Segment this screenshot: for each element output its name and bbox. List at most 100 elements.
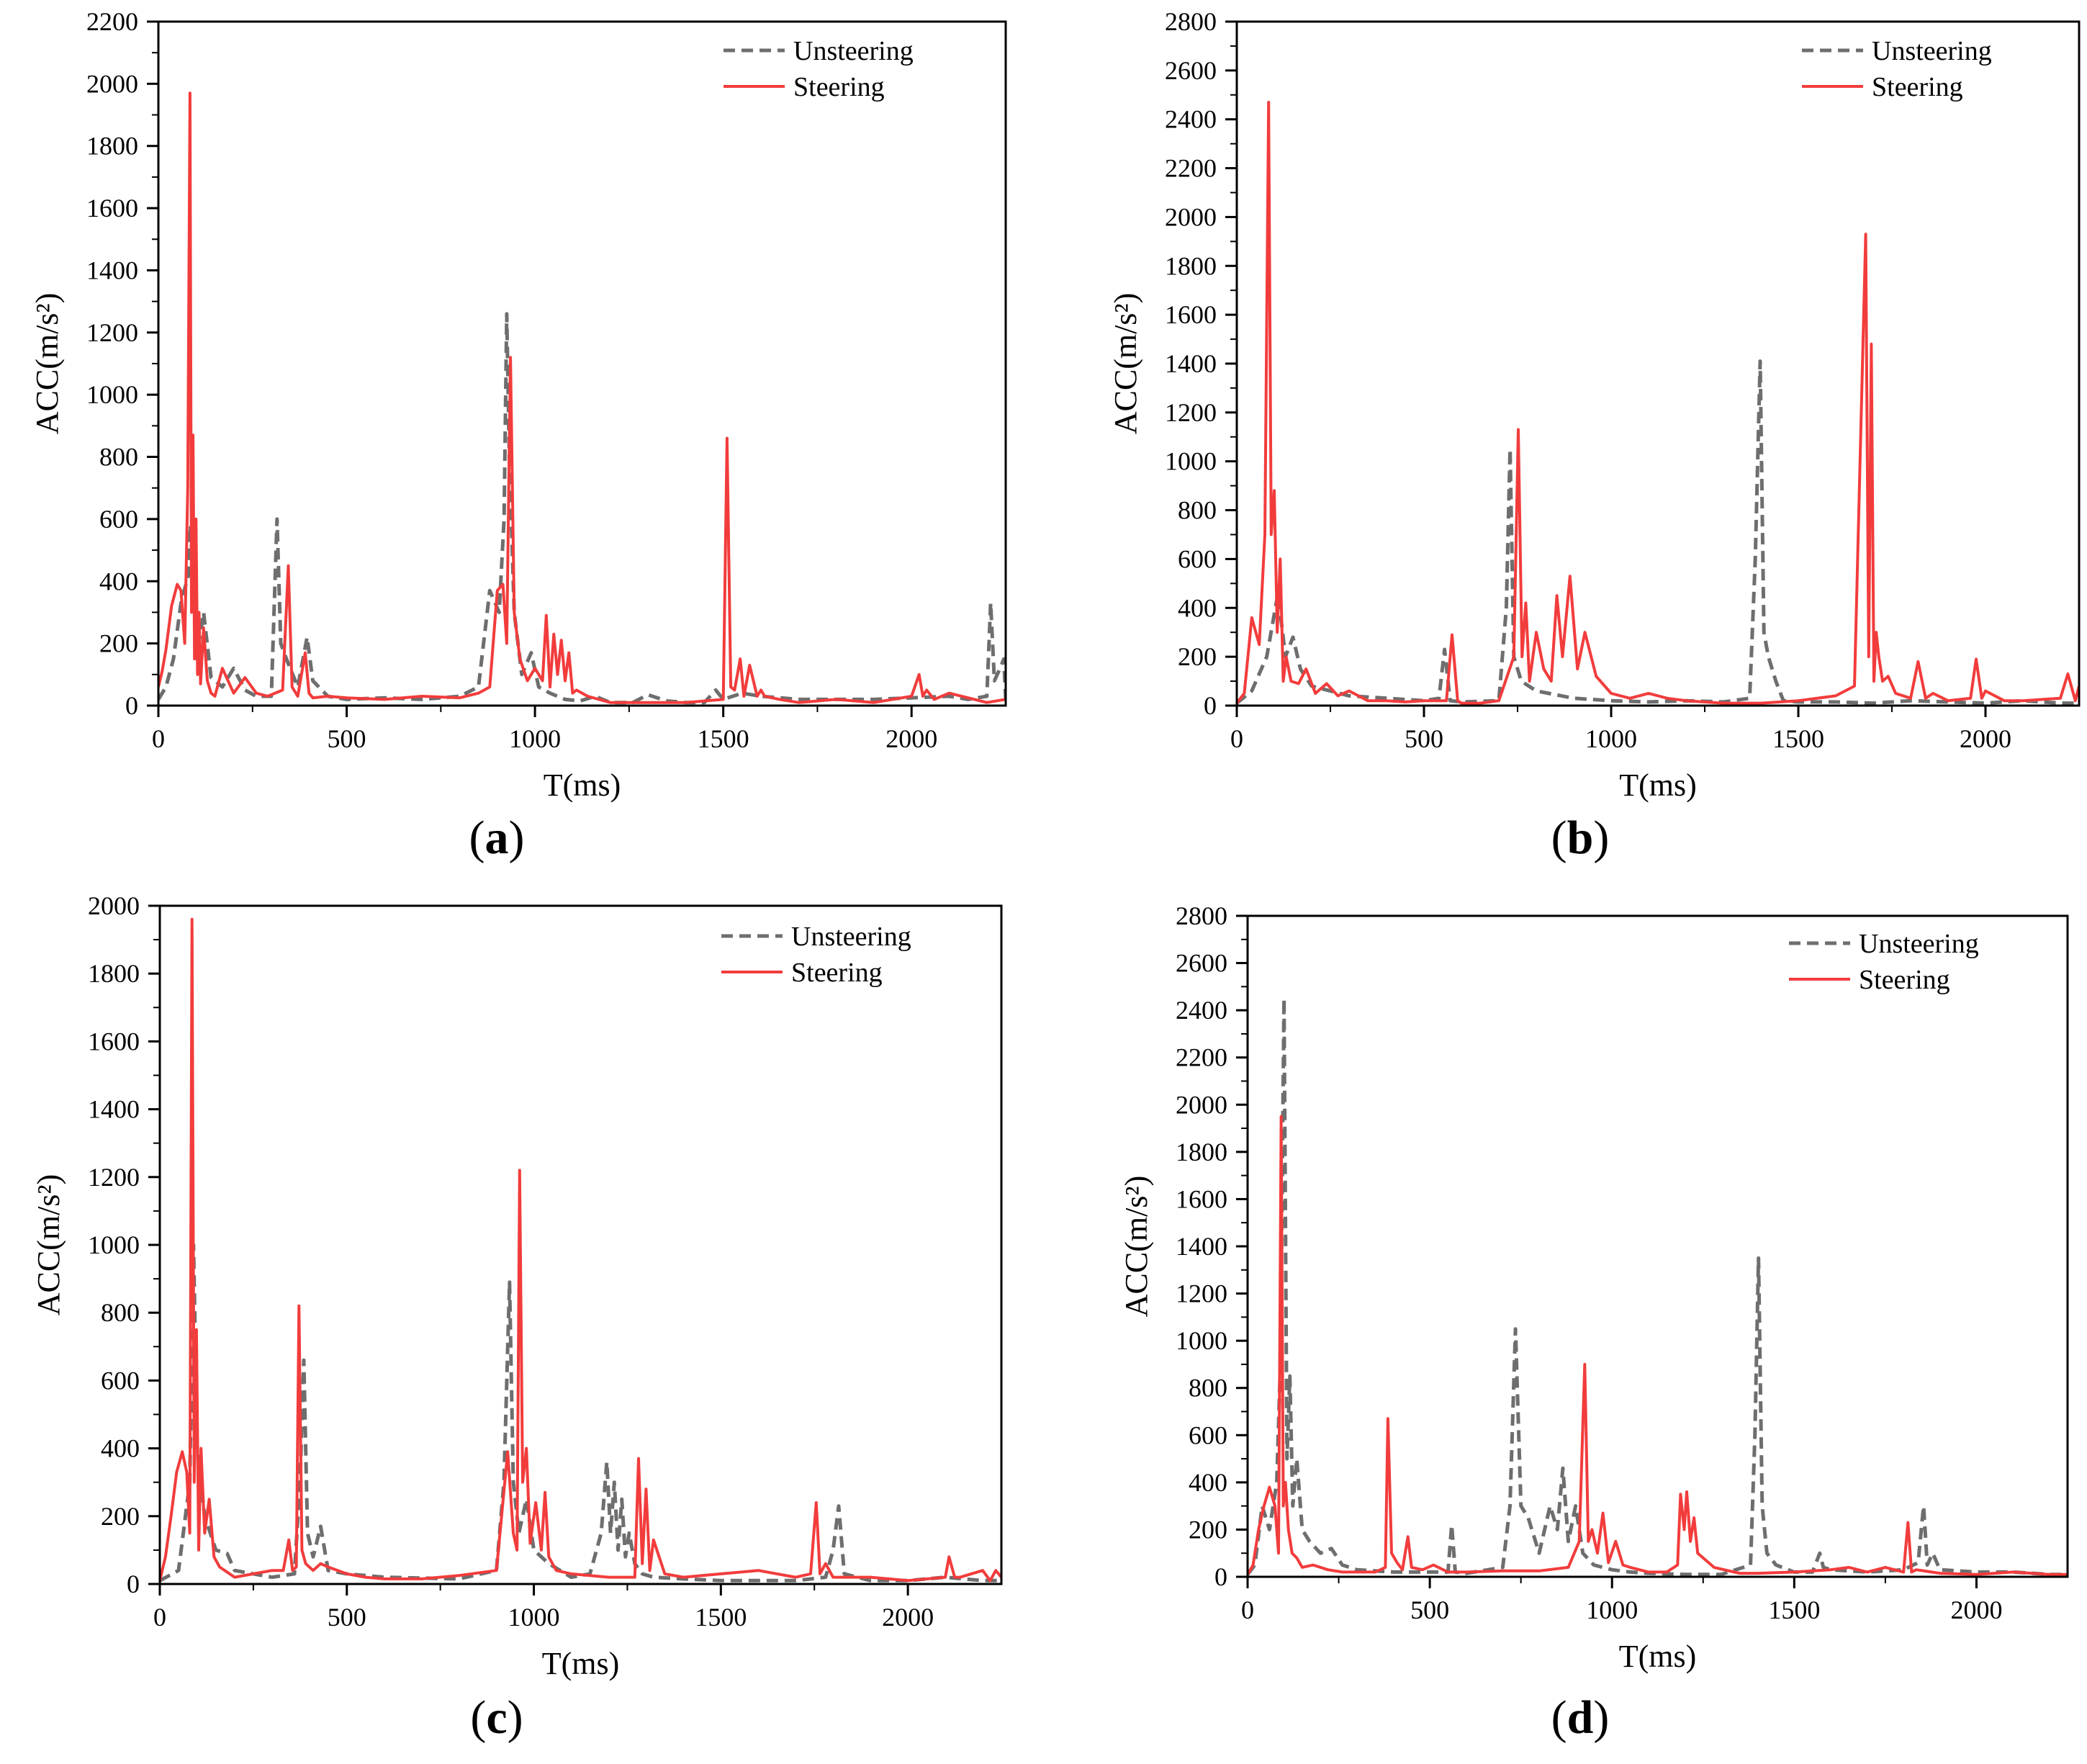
y-tick-label: 1600 bbox=[88, 1027, 140, 1056]
x-tick-label: 0 bbox=[1230, 724, 1243, 753]
series-line-steering bbox=[158, 91, 1006, 704]
y-tick-label: 1400 bbox=[86, 256, 138, 284]
plot-area bbox=[160, 917, 1001, 1583]
legend-label-steering: Steering bbox=[1859, 965, 1950, 995]
x-tick-label: 1000 bbox=[1586, 1596, 1638, 1624]
panel-b: 0 200 400 600 800 1000 1200 1400 1600 1800 2000 220… bbox=[1108, 7, 2081, 864]
y-tick-label: 1600 bbox=[1176, 1184, 1227, 1213]
axes-frame bbox=[1235, 20, 2081, 707]
y-tick-label: 800 bbox=[99, 443, 138, 472]
y-tick-label: 2200 bbox=[1176, 1043, 1227, 1072]
x-tick-label: 2000 bbox=[1960, 724, 2011, 753]
y-tick-label: 600 bbox=[99, 505, 138, 534]
y-axis-title: ACC(m/s²) bbox=[1119, 1176, 1154, 1318]
y-tick-label: 1200 bbox=[1165, 398, 1217, 427]
x-axis-title: T(ms) bbox=[542, 1646, 620, 1681]
legend: Unsteering Steering bbox=[724, 36, 914, 102]
y-tick-label: 400 bbox=[101, 1434, 140, 1463]
y-tick-label: 2000 bbox=[86, 69, 138, 98]
x-tick-label: 1000 bbox=[509, 724, 561, 753]
y-tick-label: 0 bbox=[125, 691, 138, 720]
y-tick-label: 2000 bbox=[88, 891, 140, 920]
y-tick-label: 2800 bbox=[1176, 901, 1227, 930]
x-axis-title: T(ms) bbox=[1619, 768, 1697, 803]
series-line-steering bbox=[1248, 1115, 2068, 1576]
plot-area bbox=[1237, 101, 2079, 706]
y-tick-label: 2600 bbox=[1165, 56, 1217, 85]
x-tick-label: 500 bbox=[1410, 1596, 1449, 1624]
legend-label-unsteering: Unsteering bbox=[1872, 36, 1992, 66]
x-tick-label: 500 bbox=[328, 724, 366, 753]
series-line-unsteering bbox=[160, 1243, 1001, 1583]
x-tick-label: 0 bbox=[1241, 1596, 1254, 1624]
x-tick-label: 2000 bbox=[885, 724, 937, 753]
panel-label: (b) bbox=[1551, 811, 1610, 864]
x-tick-label: 2000 bbox=[882, 1603, 934, 1632]
legend-label-unsteering: Unsteering bbox=[791, 922, 911, 952]
legend-label-steering: Steering bbox=[793, 72, 885, 102]
y-tick-label: 800 bbox=[101, 1298, 140, 1327]
y-tick-label: 800 bbox=[1189, 1374, 1227, 1403]
panel-label: (a) bbox=[469, 811, 525, 864]
y-tick-label: 2600 bbox=[1176, 949, 1227, 978]
x-tick-label: 1500 bbox=[695, 1603, 747, 1632]
y-axis-title: ACC(m/s²) bbox=[30, 293, 65, 435]
panel-label: (c) bbox=[470, 1691, 523, 1744]
x-tick-label: 1000 bbox=[508, 1603, 560, 1632]
y-tick-label: 800 bbox=[1178, 496, 1217, 525]
y-tick-label: 2000 bbox=[1165, 202, 1217, 231]
panel-label: (d) bbox=[1551, 1691, 1610, 1744]
legend: Unsteering Steering bbox=[721, 922, 911, 988]
y-tick-label: 200 bbox=[99, 629, 138, 658]
x-tick-label: 500 bbox=[328, 1603, 366, 1632]
y-tick-label: 2800 bbox=[1165, 7, 1217, 36]
y-tick-label: 400 bbox=[1189, 1468, 1227, 1497]
y-tick-label: 200 bbox=[101, 1502, 140, 1531]
y-tick-label: 1600 bbox=[86, 194, 138, 222]
y-tick-label: 1800 bbox=[88, 959, 140, 988]
y-tick-label: 1800 bbox=[1165, 251, 1217, 280]
legend: Unsteering Steering bbox=[1802, 36, 1992, 102]
y-tick-label: 1000 bbox=[1165, 447, 1217, 476]
y-tick-label: 2000 bbox=[1176, 1090, 1227, 1119]
y-tick-label: 200 bbox=[1178, 642, 1217, 671]
y-tick-label: 1400 bbox=[1165, 349, 1217, 378]
y-tick-label: 600 bbox=[1189, 1421, 1227, 1449]
y-tick-label: 1000 bbox=[1176, 1326, 1227, 1355]
series-line-steering bbox=[160, 917, 1001, 1583]
panel-d: 0 200 400 600 800 1000 1200 1400 1600 1800 2000 220… bbox=[1119, 901, 2069, 1744]
y-tick-label: 600 bbox=[1178, 544, 1217, 573]
series-line-unsteering bbox=[1237, 359, 2079, 706]
y-tick-label: 0 bbox=[127, 1570, 140, 1598]
legend-label-unsteering: Unsteering bbox=[1859, 929, 1979, 959]
y-axis-title: ACC(m/s²) bbox=[1108, 293, 1143, 435]
y-tick-label: 1400 bbox=[88, 1095, 140, 1124]
x-tick-label: 1000 bbox=[1585, 724, 1637, 753]
axes-frame bbox=[158, 904, 1003, 1585]
y-tick-label: 1000 bbox=[86, 380, 138, 409]
y-tick-label: 1200 bbox=[86, 318, 138, 347]
x-tick-label: 2000 bbox=[1950, 1596, 2002, 1624]
y-tick-label: 1800 bbox=[1176, 1138, 1227, 1166]
legend: Unsteering Steering bbox=[1789, 929, 1979, 995]
x-tick-label: 500 bbox=[1405, 724, 1443, 753]
y-tick-label: 400 bbox=[1178, 593, 1217, 622]
y-tick-label: 2400 bbox=[1165, 105, 1217, 134]
series-line-steering bbox=[1237, 101, 2079, 705]
x-tick-label: 0 bbox=[153, 1603, 166, 1632]
x-tick-label: 1500 bbox=[1768, 1596, 1820, 1624]
legend-label-steering: Steering bbox=[1872, 72, 1963, 102]
panel-c: 0 200 400 600 800 1000 1200 1400 1600 1800 2000 0 50… bbox=[31, 891, 1003, 1744]
y-tick-label: 1000 bbox=[88, 1230, 140, 1259]
series-line-unsteering bbox=[158, 312, 1006, 705]
series-line-unsteering bbox=[1248, 996, 2068, 1577]
y-axis-title: ACC(m/s²) bbox=[31, 1174, 66, 1316]
y-tick-label: 0 bbox=[1214, 1562, 1227, 1591]
y-tick-label: 200 bbox=[1189, 1515, 1227, 1544]
plot-area bbox=[1248, 996, 2068, 1577]
x-tick-label: 1500 bbox=[1772, 724, 1824, 753]
x-axis-title: T(ms) bbox=[544, 768, 621, 803]
plot-area bbox=[158, 91, 1006, 705]
y-tick-label: 1200 bbox=[1176, 1279, 1227, 1308]
